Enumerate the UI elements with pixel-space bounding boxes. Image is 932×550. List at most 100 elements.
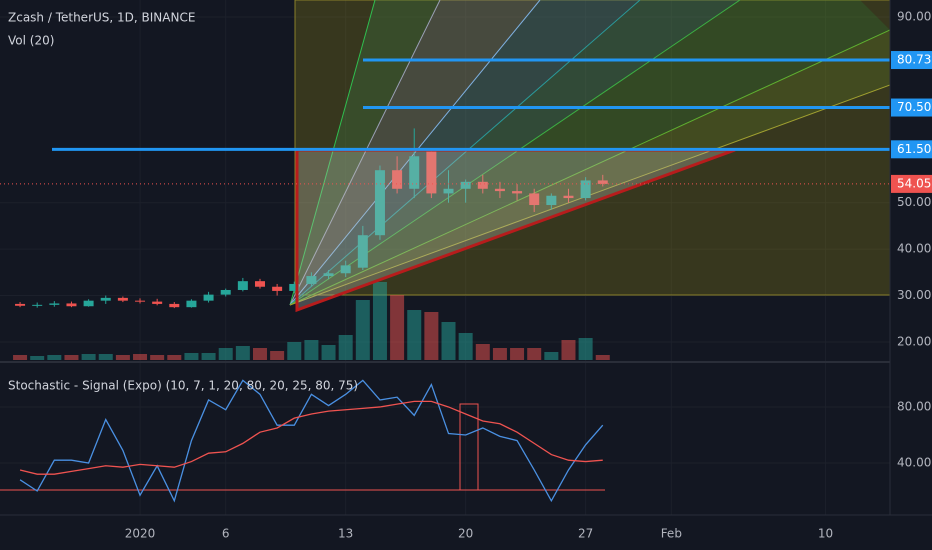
volume-bar xyxy=(578,338,593,360)
volume-bar xyxy=(424,312,439,360)
candle-body xyxy=(340,265,351,274)
level-label-box xyxy=(891,140,932,159)
volume-bar xyxy=(544,352,559,360)
candle-body xyxy=(529,193,540,206)
fan-ray xyxy=(289,29,891,306)
x-tick-label: 27 xyxy=(578,527,593,541)
y-tick-label: 40.00 xyxy=(897,455,931,469)
volume-bar xyxy=(390,295,405,360)
last-price-label: 54.05 xyxy=(897,176,931,190)
candle-body xyxy=(15,303,26,306)
level-label-box xyxy=(891,98,932,117)
candle-body xyxy=(169,303,180,308)
volume-bar xyxy=(287,342,302,360)
volume-bar xyxy=(595,355,610,360)
fan-ray xyxy=(289,0,641,306)
volume-bar xyxy=(150,355,165,360)
stoch-line xyxy=(19,379,604,503)
candle-body xyxy=(289,283,300,291)
x-tick-label: 10 xyxy=(818,527,833,541)
level-label: 61.50 xyxy=(897,142,931,156)
volume-bar xyxy=(372,282,387,360)
level-label: 80.73 xyxy=(897,53,931,67)
volume-title: Vol (20) xyxy=(8,34,54,48)
volume-bar xyxy=(115,355,130,360)
candle-body xyxy=(32,304,43,306)
candle-body xyxy=(186,300,197,308)
y-tick-label: 40.00 xyxy=(897,242,931,256)
fan-sector xyxy=(290,0,890,305)
volume-bar xyxy=(98,354,113,360)
level-label-box xyxy=(891,51,932,70)
candle-body xyxy=(323,273,334,277)
volume-bar xyxy=(167,355,182,360)
y-tick-label: 50.00 xyxy=(897,195,931,209)
volume-bar xyxy=(355,300,370,360)
volume-bar xyxy=(184,353,199,360)
volume-bar xyxy=(527,348,542,360)
volume-bar xyxy=(510,348,525,360)
candle-body xyxy=(409,156,420,189)
volume-bar xyxy=(252,348,267,360)
stoch-box-drawing xyxy=(459,403,479,491)
last-price-box xyxy=(891,174,932,193)
candle-body xyxy=(357,235,368,268)
volume-bar xyxy=(475,344,490,360)
candle-body xyxy=(460,181,471,189)
candle-body xyxy=(306,276,317,284)
axis-labels: 2020 6 13 20 27 Feb 10 90.00 50.00 40.00 30.00 20.0… xyxy=(125,9,932,541)
gann-box xyxy=(289,0,891,306)
fan-ray xyxy=(289,0,376,306)
x-tick-label: 20 xyxy=(458,527,473,541)
candle-body xyxy=(100,297,111,301)
x-tick-label: 6 xyxy=(222,527,230,541)
candles xyxy=(15,128,608,309)
candle-body xyxy=(220,289,231,295)
volume-bar xyxy=(81,354,96,360)
volume-bar xyxy=(64,355,79,360)
level-label: 70.50 xyxy=(897,100,931,114)
x-tick-label: 2020 xyxy=(125,527,156,541)
volume-bar xyxy=(270,351,285,360)
candle-body xyxy=(254,281,265,287)
y-tick-label: 20.00 xyxy=(897,334,931,348)
volume-bar xyxy=(458,333,473,360)
candle-body xyxy=(117,297,128,301)
y-tick-label: 90.00 xyxy=(897,9,931,23)
stochastic-title: Stochastic - Signal (Expo) (10, 7, 1, 20… xyxy=(8,379,358,393)
candle-body xyxy=(152,301,163,304)
volume-bar xyxy=(218,348,233,360)
fan-ray xyxy=(289,0,541,306)
volume-bar xyxy=(304,340,319,360)
volume-bar xyxy=(338,335,353,360)
volume-bar xyxy=(441,322,456,360)
levels xyxy=(0,58,890,185)
candle-body xyxy=(563,195,574,199)
volume-bar xyxy=(561,340,576,360)
candle-body xyxy=(597,180,608,184)
candle-body xyxy=(272,286,283,291)
stochastic xyxy=(19,379,604,503)
volume-bar xyxy=(321,345,336,360)
volume-bar xyxy=(201,353,216,360)
candle-body xyxy=(135,300,146,302)
volume-bar xyxy=(13,355,28,360)
candle-body xyxy=(426,151,437,194)
candle-body xyxy=(512,191,523,194)
volume-bar xyxy=(235,346,250,360)
candle-body xyxy=(203,294,214,301)
candle-body xyxy=(546,195,557,206)
candle-body xyxy=(494,188,505,192)
candle-body xyxy=(392,170,403,189)
volume xyxy=(13,282,610,360)
candle-body xyxy=(580,180,591,199)
candle-body xyxy=(83,300,94,307)
y-tick-label: 30.00 xyxy=(897,288,931,302)
x-tick-label: Feb xyxy=(661,527,682,541)
candle-body xyxy=(443,188,454,194)
chart-title: Zcash / TetherUS, 1D, BINANCE xyxy=(8,11,195,25)
grid xyxy=(0,0,890,515)
volume-bar xyxy=(492,348,507,360)
y-tick-label: 80.00 xyxy=(897,399,931,413)
